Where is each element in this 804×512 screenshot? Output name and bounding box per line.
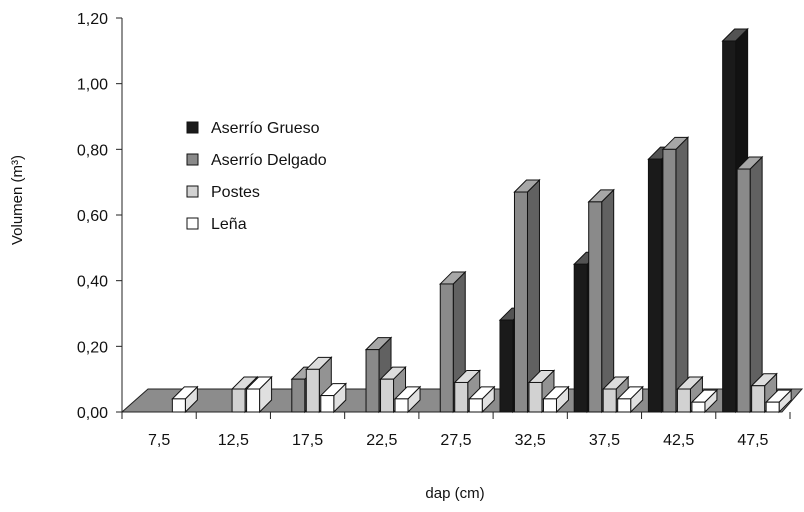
legend-label: Postes [211, 184, 260, 201]
bar-front [617, 398, 632, 413]
bar-front [542, 398, 557, 413]
legend-swatch [186, 121, 199, 134]
legend-swatch [186, 153, 199, 166]
bar [319, 382, 348, 414]
legend-item: Postes [186, 184, 260, 201]
bar [542, 385, 570, 414]
chart-bars-group [171, 27, 793, 414]
x-tick-label: 7,5 [148, 432, 170, 449]
bar [735, 155, 764, 414]
bar-front [765, 401, 780, 413]
bar-front [454, 381, 469, 413]
legend-item: Aserrío Delgado [186, 152, 327, 169]
bar-front [573, 263, 588, 413]
bar [661, 136, 690, 414]
legend-label: Aserrío Grueso [211, 120, 320, 137]
bar-front [365, 349, 380, 413]
legend-label: Aserrío Delgado [211, 152, 327, 169]
bar-front [320, 395, 335, 413]
y-tick-label: 0,80 [77, 142, 108, 159]
y-tick-label: 1,20 [77, 11, 108, 28]
legend: Aserrío Grueso Aserrío Delgado Postes Leña [186, 120, 327, 233]
bar [513, 178, 541, 414]
bar-front [647, 158, 662, 413]
bar-front [305, 368, 320, 413]
bar-front [528, 381, 543, 413]
legend-label: Leña [211, 216, 247, 233]
bar-front [394, 398, 409, 413]
y-axis-title: Volumen (m³) [9, 155, 26, 245]
bar-front [691, 401, 706, 413]
bar [393, 385, 422, 414]
x-tick-label: 27,5 [440, 432, 471, 449]
bar-front [602, 388, 617, 413]
legend-item: Leña [186, 216, 247, 233]
bar-side [601, 188, 615, 414]
bar-front [662, 148, 677, 413]
bar-front [588, 201, 603, 413]
bar-front [291, 378, 306, 413]
x-tick-label: 32,5 [515, 432, 546, 449]
x-tick-label: 42,5 [663, 432, 694, 449]
y-tick-label: 1,00 [77, 77, 108, 94]
legend-swatch [186, 185, 199, 198]
bar [616, 385, 644, 414]
bar [171, 385, 199, 414]
bar [690, 388, 719, 414]
x-tick-label: 47,5 [737, 432, 768, 449]
bar-front [246, 388, 261, 413]
bar [764, 388, 793, 414]
bar-front [736, 168, 751, 413]
legend-swatch [186, 217, 199, 230]
bar-front [499, 319, 514, 413]
bar-side [749, 155, 763, 414]
bar-side [675, 136, 689, 414]
x-tick-label: 17,5 [292, 432, 323, 449]
y-tick-label: 0,00 [77, 405, 108, 422]
bar-front [439, 283, 454, 413]
bar [468, 385, 496, 414]
bar [587, 188, 615, 414]
bar [676, 375, 704, 414]
bar-front [231, 388, 246, 413]
bar-front [380, 378, 395, 413]
legend-item: Aserrío Grueso [186, 120, 320, 137]
x-axis-title: dap (cm) [425, 485, 484, 502]
bar-front [171, 398, 186, 413]
bar-front [468, 398, 483, 413]
bar-front [513, 191, 528, 413]
x-tick-label: 12,5 [218, 432, 249, 449]
bar [245, 375, 273, 414]
bar-front [751, 385, 766, 413]
x-tick-label: 22,5 [366, 432, 397, 449]
x-tick-label: 37,5 [589, 432, 620, 449]
y-tick-label: 0,60 [77, 208, 108, 225]
bar-front [676, 388, 691, 413]
bar-front [722, 40, 737, 413]
y-tick-label: 0,20 [77, 339, 108, 356]
y-tick-label: 0,40 [77, 274, 108, 291]
